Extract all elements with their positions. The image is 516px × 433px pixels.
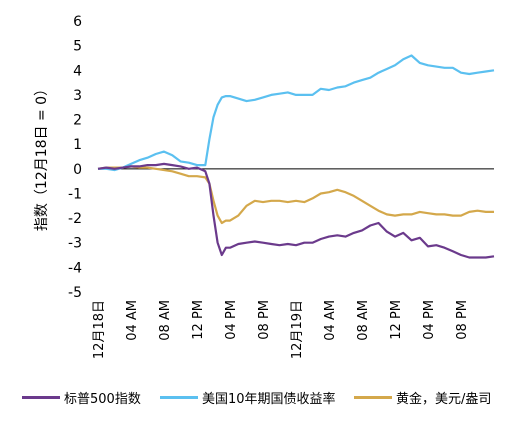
x-tick-label: 12 PM (191, 300, 206, 340)
y-tick-label: 6 (73, 14, 82, 30)
x-tick-label: 04 AM (323, 300, 338, 341)
y-tick-label: -1 (68, 186, 82, 202)
legend-swatch-sp500 (22, 395, 60, 399)
y-tick-label: -4 (68, 260, 82, 276)
legend-item-us10y: 美国10年期国债收益率 (160, 384, 336, 410)
y-tick-label: 1 (73, 137, 82, 153)
y-axis-title: 指数（12月18日 = 0） (34, 82, 50, 231)
legend-swatch-gold (354, 395, 392, 399)
legend-label-us10y: 美国10年期国债收益率 (202, 391, 336, 407)
y-tick-label: 3 (73, 88, 82, 104)
series-layer (97, 54, 495, 259)
series-line-us10y (98, 54, 495, 172)
legend-item-gold: 黄金，美元/盎司 (354, 384, 491, 410)
x-tick-label: 08 AM (356, 300, 371, 341)
x-tick-label: 12 PM (389, 300, 404, 340)
y-tick-label: 4 (73, 63, 82, 79)
x-tick-label: 12月18日 (92, 300, 107, 359)
legend: 标普500指数 美国10年期国债收益率 黄金，美元/盎司 (0, 384, 516, 410)
x-axis-ticks: 12月18日 04 AM 08 AM 12 PM 04 PM 08 PM 12月19日 04 … (92, 300, 470, 359)
y-tick-label: -5 (68, 285, 82, 301)
series-line-sp500 (97, 162, 495, 259)
legend-label-gold: 黄金，美元/盎司 (396, 391, 492, 407)
legend-label-sp500: 标普500指数 (64, 391, 141, 407)
legend-item-sp500: 标普500指数 (22, 384, 141, 410)
y-tick-label: 5 (73, 39, 82, 55)
y-tick-label: 2 (73, 113, 82, 129)
series-line-gold (97, 165, 494, 225)
y-tick-label: -2 (68, 211, 82, 227)
x-tick-label: 04 PM (422, 300, 437, 340)
x-tick-label: 12月19日 (290, 300, 305, 359)
x-tick-label: 08 PM (257, 300, 272, 340)
y-axis-label: 指数（12月18日 = 0） (34, 82, 50, 231)
x-tick-label: 04 PM (224, 300, 239, 340)
legend-swatch-us10y (160, 395, 198, 399)
x-tick-label: 04 AM (125, 300, 140, 341)
x-tick-label: 08 PM (455, 300, 470, 340)
y-tick-label: -3 (68, 236, 82, 252)
y-tick-label: 0 (73, 162, 82, 178)
y-axis-ticks: -5 -4 -3 -2 -1 0 1 2 3 4 5 6 (68, 14, 82, 301)
x-tick-label: 08 AM (158, 300, 173, 341)
